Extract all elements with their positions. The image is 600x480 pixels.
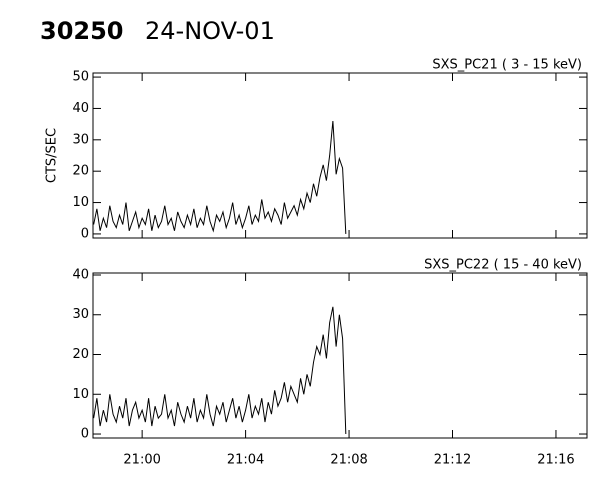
- y-tick-label: 40: [72, 101, 89, 116]
- y-tick-label: 0: [81, 427, 89, 442]
- data-line: [93, 120, 347, 234]
- x-tick-label: 21:00: [123, 453, 160, 468]
- y-tick-label: 10: [72, 195, 89, 210]
- x-tick-label: 21:16: [537, 453, 574, 468]
- x-tick-label: 21:04: [227, 453, 264, 468]
- plot-frame: [92, 72, 588, 239]
- x-tick-label: 21:08: [330, 453, 367, 468]
- y-tick-label: 0: [81, 226, 89, 241]
- y-tick-label: 30: [72, 132, 89, 147]
- y-tick-label: 30: [72, 307, 89, 322]
- y-axis-label: CTS/SEC: [45, 128, 60, 183]
- panel-title: SXS_PC21 ( 3 - 15 keV): [432, 58, 582, 73]
- y-tick-label: 40: [72, 267, 89, 282]
- panel-title: SXS_PC22 ( 15 - 40 keV): [424, 258, 582, 273]
- y-tick-label: 50: [72, 70, 89, 85]
- date: 24-NOV-01: [145, 17, 275, 45]
- x-tick-label: 21:12: [434, 453, 471, 468]
- y-tick-label: 20: [72, 347, 89, 362]
- y-tick-label: 10: [72, 387, 89, 402]
- y-tick-label: 20: [72, 164, 89, 179]
- plot-frame: [92, 272, 588, 439]
- run-number: 30250: [40, 17, 124, 45]
- data-line: [93, 306, 347, 435]
